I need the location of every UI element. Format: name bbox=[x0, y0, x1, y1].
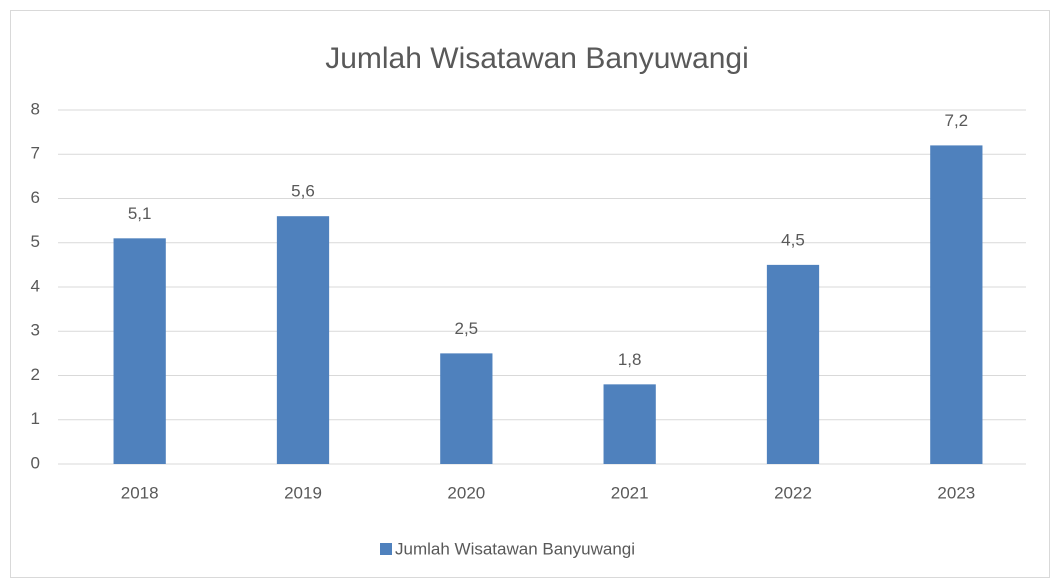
data-label: 4,5 bbox=[781, 230, 805, 249]
y-tick-label: 5 bbox=[31, 232, 40, 251]
data-label: 5,6 bbox=[291, 182, 315, 201]
x-tick-label: 2019 bbox=[284, 483, 322, 502]
bar bbox=[440, 353, 493, 464]
y-tick-label: 7 bbox=[31, 144, 40, 163]
bar bbox=[930, 145, 983, 464]
legend-swatch bbox=[380, 543, 392, 555]
data-label: 2,5 bbox=[455, 319, 479, 338]
data-label: 5,1 bbox=[128, 204, 152, 223]
x-tick-label: 2021 bbox=[611, 483, 649, 502]
x-tick-label: 2023 bbox=[937, 483, 975, 502]
x-tick-label: 2020 bbox=[447, 483, 485, 502]
bar bbox=[276, 216, 330, 464]
data-label: 7,2 bbox=[945, 111, 969, 130]
y-tick-label: 2 bbox=[31, 365, 40, 384]
chart-title: Jumlah Wisatawan Banyuwangi bbox=[325, 42, 749, 75]
data-label: 1,8 bbox=[618, 350, 642, 369]
y-tick-label: 8 bbox=[31, 99, 40, 118]
y-tick-label: 1 bbox=[31, 409, 40, 428]
bar bbox=[766, 264, 820, 464]
y-tick-label: 4 bbox=[31, 276, 40, 295]
legend-label: Jumlah Wisatawan Banyuwangi bbox=[395, 539, 635, 558]
y-tick-label: 3 bbox=[31, 321, 40, 340]
y-tick-label: 6 bbox=[31, 188, 40, 207]
bar bbox=[113, 238, 166, 464]
x-tick-label: 2022 bbox=[774, 483, 812, 502]
chart-border bbox=[10, 10, 1050, 578]
bar bbox=[603, 384, 656, 464]
x-tick-label: 2018 bbox=[121, 483, 159, 502]
y-tick-label: 0 bbox=[31, 453, 40, 472]
